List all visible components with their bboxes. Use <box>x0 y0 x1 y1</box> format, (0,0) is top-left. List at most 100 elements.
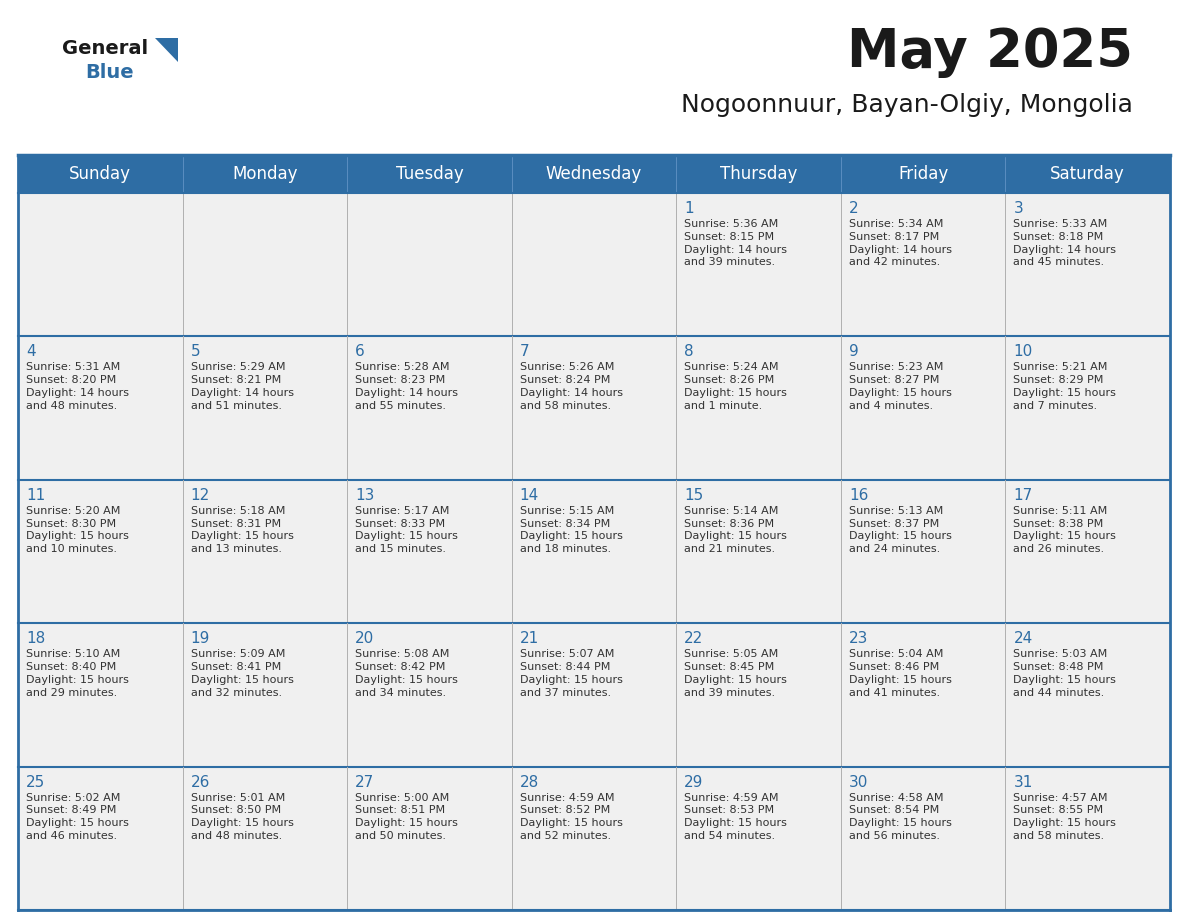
Text: Sunrise: 5:11 AM
Sunset: 8:38 PM
Daylight: 15 hours
and 26 minutes.: Sunrise: 5:11 AM Sunset: 8:38 PM Dayligh… <box>1013 506 1117 554</box>
Bar <box>18 480 183 623</box>
Text: Sunrise: 4:58 AM
Sunset: 8:54 PM
Daylight: 15 hours
and 56 minutes.: Sunrise: 4:58 AM Sunset: 8:54 PM Dayligh… <box>849 792 952 841</box>
Text: Sunrise: 5:05 AM
Sunset: 8:45 PM
Daylight: 15 hours
and 39 minutes.: Sunrise: 5:05 AM Sunset: 8:45 PM Dayligh… <box>684 649 788 698</box>
Text: General: General <box>62 39 148 58</box>
Text: 4: 4 <box>26 344 36 360</box>
Text: 9: 9 <box>849 344 859 360</box>
Bar <box>183 767 347 910</box>
Bar <box>18 623 183 767</box>
Bar <box>676 767 841 910</box>
Polygon shape <box>154 38 178 62</box>
Text: 10: 10 <box>1013 344 1032 360</box>
Text: Sunrise: 5:04 AM
Sunset: 8:46 PM
Daylight: 15 hours
and 41 minutes.: Sunrise: 5:04 AM Sunset: 8:46 PM Dayligh… <box>849 649 952 698</box>
Text: Sunrise: 5:28 AM
Sunset: 8:23 PM
Daylight: 14 hours
and 55 minutes.: Sunrise: 5:28 AM Sunset: 8:23 PM Dayligh… <box>355 363 459 410</box>
Bar <box>512 193 676 336</box>
Text: 29: 29 <box>684 775 703 789</box>
Bar <box>347 480 512 623</box>
Text: Sunrise: 5:03 AM
Sunset: 8:48 PM
Daylight: 15 hours
and 44 minutes.: Sunrise: 5:03 AM Sunset: 8:48 PM Dayligh… <box>1013 649 1117 698</box>
Bar <box>676 193 841 336</box>
Text: Monday: Monday <box>232 165 298 183</box>
Text: Sunrise: 4:59 AM
Sunset: 8:53 PM
Daylight: 15 hours
and 54 minutes.: Sunrise: 4:59 AM Sunset: 8:53 PM Dayligh… <box>684 792 788 841</box>
Text: 19: 19 <box>190 632 210 646</box>
Text: Sunrise: 5:34 AM
Sunset: 8:17 PM
Daylight: 14 hours
and 42 minutes.: Sunrise: 5:34 AM Sunset: 8:17 PM Dayligh… <box>849 219 952 267</box>
Bar <box>1005 193 1170 336</box>
Text: Wednesday: Wednesday <box>545 165 643 183</box>
Bar <box>512 767 676 910</box>
Text: Tuesday: Tuesday <box>396 165 463 183</box>
Text: Sunrise: 5:33 AM
Sunset: 8:18 PM
Daylight: 14 hours
and 45 minutes.: Sunrise: 5:33 AM Sunset: 8:18 PM Dayligh… <box>1013 219 1117 267</box>
Bar <box>347 767 512 910</box>
Bar <box>841 193 1005 336</box>
Bar <box>347 623 512 767</box>
Bar <box>841 767 1005 910</box>
Bar <box>18 336 183 480</box>
Text: Sunrise: 5:07 AM
Sunset: 8:44 PM
Daylight: 15 hours
and 37 minutes.: Sunrise: 5:07 AM Sunset: 8:44 PM Dayligh… <box>519 649 623 698</box>
Bar <box>512 623 676 767</box>
Text: 13: 13 <box>355 487 374 503</box>
Bar <box>676 480 841 623</box>
Text: Friday: Friday <box>898 165 948 183</box>
Text: 7: 7 <box>519 344 530 360</box>
Bar <box>841 480 1005 623</box>
Text: Sunrise: 5:10 AM
Sunset: 8:40 PM
Daylight: 15 hours
and 29 minutes.: Sunrise: 5:10 AM Sunset: 8:40 PM Dayligh… <box>26 649 128 698</box>
Bar <box>347 336 512 480</box>
Bar <box>676 336 841 480</box>
Text: 11: 11 <box>26 487 45 503</box>
Bar <box>183 336 347 480</box>
Text: Sunrise: 5:08 AM
Sunset: 8:42 PM
Daylight: 15 hours
and 34 minutes.: Sunrise: 5:08 AM Sunset: 8:42 PM Dayligh… <box>355 649 459 698</box>
Text: Thursday: Thursday <box>720 165 797 183</box>
Text: Sunrise: 5:00 AM
Sunset: 8:51 PM
Daylight: 15 hours
and 50 minutes.: Sunrise: 5:00 AM Sunset: 8:51 PM Dayligh… <box>355 792 459 841</box>
Text: Sunrise: 5:09 AM
Sunset: 8:41 PM
Daylight: 15 hours
and 32 minutes.: Sunrise: 5:09 AM Sunset: 8:41 PM Dayligh… <box>190 649 293 698</box>
Text: 25: 25 <box>26 775 45 789</box>
Text: Sunrise: 5:20 AM
Sunset: 8:30 PM
Daylight: 15 hours
and 10 minutes.: Sunrise: 5:20 AM Sunset: 8:30 PM Dayligh… <box>26 506 128 554</box>
Text: 12: 12 <box>190 487 210 503</box>
Text: 8: 8 <box>684 344 694 360</box>
Bar <box>676 623 841 767</box>
Text: 22: 22 <box>684 632 703 646</box>
Text: 6: 6 <box>355 344 365 360</box>
Bar <box>18 767 183 910</box>
Bar <box>841 336 1005 480</box>
Text: Sunrise: 5:26 AM
Sunset: 8:24 PM
Daylight: 14 hours
and 58 minutes.: Sunrise: 5:26 AM Sunset: 8:24 PM Dayligh… <box>519 363 623 410</box>
Text: May 2025: May 2025 <box>847 26 1133 78</box>
Text: 23: 23 <box>849 632 868 646</box>
Text: Sunday: Sunday <box>69 165 132 183</box>
Text: Sunrise: 5:31 AM
Sunset: 8:20 PM
Daylight: 14 hours
and 48 minutes.: Sunrise: 5:31 AM Sunset: 8:20 PM Dayligh… <box>26 363 129 410</box>
Text: Sunrise: 4:57 AM
Sunset: 8:55 PM
Daylight: 15 hours
and 58 minutes.: Sunrise: 4:57 AM Sunset: 8:55 PM Dayligh… <box>1013 792 1117 841</box>
Text: 20: 20 <box>355 632 374 646</box>
Bar <box>183 193 347 336</box>
Text: 5: 5 <box>190 344 201 360</box>
Bar <box>347 193 512 336</box>
Bar <box>512 480 676 623</box>
Text: Nogoonnuur, Bayan-Olgiy, Mongolia: Nogoonnuur, Bayan-Olgiy, Mongolia <box>681 93 1133 117</box>
Bar <box>18 193 183 336</box>
Text: Sunrise: 5:17 AM
Sunset: 8:33 PM
Daylight: 15 hours
and 15 minutes.: Sunrise: 5:17 AM Sunset: 8:33 PM Dayligh… <box>355 506 459 554</box>
Text: 2: 2 <box>849 201 859 216</box>
Text: Sunrise: 5:29 AM
Sunset: 8:21 PM
Daylight: 14 hours
and 51 minutes.: Sunrise: 5:29 AM Sunset: 8:21 PM Dayligh… <box>190 363 293 410</box>
Bar <box>512 336 676 480</box>
Bar <box>183 623 347 767</box>
Text: Sunrise: 5:14 AM
Sunset: 8:36 PM
Daylight: 15 hours
and 21 minutes.: Sunrise: 5:14 AM Sunset: 8:36 PM Dayligh… <box>684 506 788 554</box>
Bar <box>1005 336 1170 480</box>
Text: 27: 27 <box>355 775 374 789</box>
Text: Sunrise: 5:01 AM
Sunset: 8:50 PM
Daylight: 15 hours
and 48 minutes.: Sunrise: 5:01 AM Sunset: 8:50 PM Dayligh… <box>190 792 293 841</box>
Text: Sunrise: 5:18 AM
Sunset: 8:31 PM
Daylight: 15 hours
and 13 minutes.: Sunrise: 5:18 AM Sunset: 8:31 PM Dayligh… <box>190 506 293 554</box>
Text: 14: 14 <box>519 487 539 503</box>
Text: Sunrise: 5:02 AM
Sunset: 8:49 PM
Daylight: 15 hours
and 46 minutes.: Sunrise: 5:02 AM Sunset: 8:49 PM Dayligh… <box>26 792 128 841</box>
Text: Saturday: Saturday <box>1050 165 1125 183</box>
Text: Blue: Blue <box>86 62 133 82</box>
Text: 15: 15 <box>684 487 703 503</box>
Text: Sunrise: 5:21 AM
Sunset: 8:29 PM
Daylight: 15 hours
and 7 minutes.: Sunrise: 5:21 AM Sunset: 8:29 PM Dayligh… <box>1013 363 1117 410</box>
Text: Sunrise: 5:13 AM
Sunset: 8:37 PM
Daylight: 15 hours
and 24 minutes.: Sunrise: 5:13 AM Sunset: 8:37 PM Dayligh… <box>849 506 952 554</box>
Bar <box>1005 480 1170 623</box>
Text: Sunrise: 5:24 AM
Sunset: 8:26 PM
Daylight: 15 hours
and 1 minute.: Sunrise: 5:24 AM Sunset: 8:26 PM Dayligh… <box>684 363 788 410</box>
Text: 31: 31 <box>1013 775 1032 789</box>
Bar <box>841 623 1005 767</box>
Text: 28: 28 <box>519 775 539 789</box>
Text: Sunrise: 5:15 AM
Sunset: 8:34 PM
Daylight: 15 hours
and 18 minutes.: Sunrise: 5:15 AM Sunset: 8:34 PM Dayligh… <box>519 506 623 554</box>
Bar <box>1005 623 1170 767</box>
Bar <box>18 155 1170 193</box>
Text: 30: 30 <box>849 775 868 789</box>
Text: 17: 17 <box>1013 487 1032 503</box>
Text: Sunrise: 4:59 AM
Sunset: 8:52 PM
Daylight: 15 hours
and 52 minutes.: Sunrise: 4:59 AM Sunset: 8:52 PM Dayligh… <box>519 792 623 841</box>
Text: 26: 26 <box>190 775 210 789</box>
